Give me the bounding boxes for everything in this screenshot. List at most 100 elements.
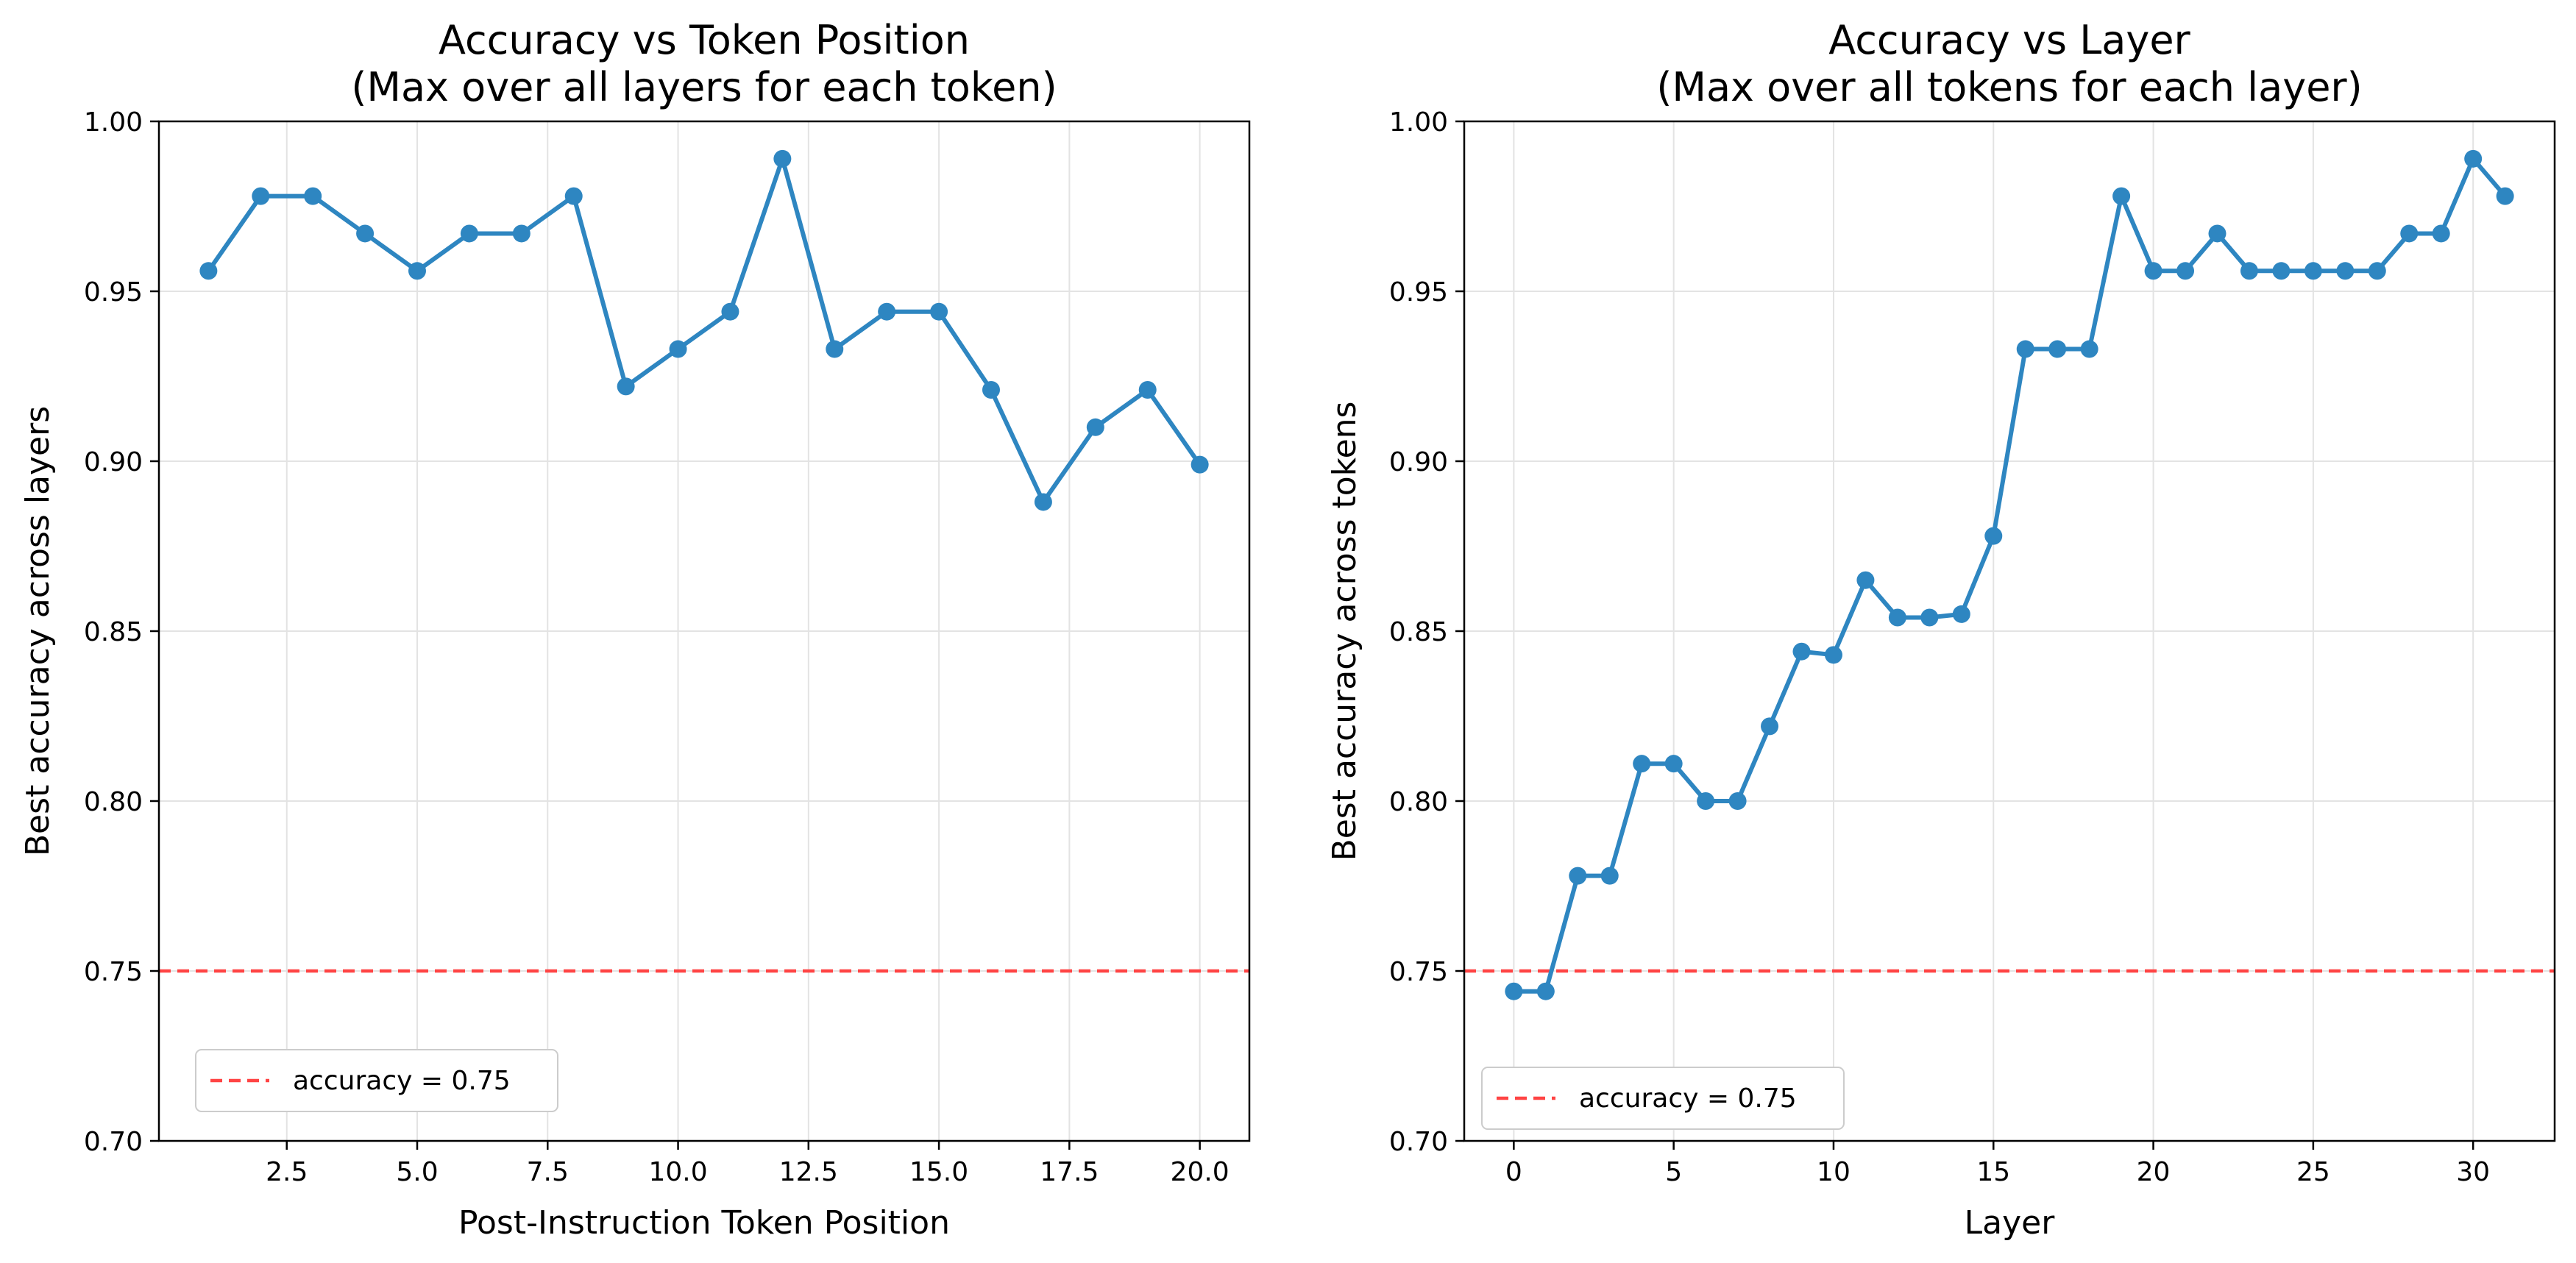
data-point xyxy=(721,302,739,321)
axis-ticks: 2.5 5.0 7.5 10.0 12.5 15.0 17.5 20.0 0.70 0.75 0.8… xyxy=(84,107,1230,1187)
data-point xyxy=(1600,867,1619,885)
data-point xyxy=(1697,792,1715,810)
y-tick-label: 0.85 xyxy=(1389,617,1448,647)
y-tick-label: 0.80 xyxy=(1389,787,1448,817)
data-point xyxy=(1505,982,1523,1000)
data-point xyxy=(1086,418,1104,436)
data-point xyxy=(2368,262,2386,280)
series-path xyxy=(1514,156,2507,994)
data-point xyxy=(1920,608,1939,627)
y-tick-label: 0.95 xyxy=(84,277,143,307)
x-tick-label: 25 xyxy=(2296,1157,2330,1187)
data-point xyxy=(617,377,635,396)
data-point xyxy=(356,224,375,243)
x-tick-label: 2.5 xyxy=(266,1157,308,1187)
y-axis-label: Best accuracy across tokens xyxy=(1326,402,1363,861)
data-point xyxy=(2400,224,2419,243)
chart-token-position: Accuracy vs Token Position (Max over all… xyxy=(19,17,1251,1242)
x-tick-label: 5.0 xyxy=(396,1157,438,1187)
x-axis-label: Layer xyxy=(1965,1204,2056,1242)
y-tick-label: 0.95 xyxy=(1389,277,1448,307)
chart-layer: Accuracy vs Layer (Max over all tokens f… xyxy=(1326,17,2556,1242)
data-point xyxy=(199,262,218,280)
data-point xyxy=(304,187,322,205)
data-point xyxy=(1664,755,1683,773)
chart-subtitle: (Max over all tokens for each layer) xyxy=(1656,64,2362,110)
data-point xyxy=(460,224,478,243)
y-tick-label: 0.70 xyxy=(84,1127,143,1157)
x-tick-label: 15.0 xyxy=(909,1157,968,1187)
data-point xyxy=(878,302,896,321)
data-point xyxy=(1138,380,1157,399)
series-line xyxy=(206,156,1202,505)
grid xyxy=(159,121,1249,1142)
y-tick-label: 0.90 xyxy=(1389,447,1448,477)
data-point xyxy=(1888,608,1906,627)
data-point xyxy=(1952,605,1970,623)
x-tick-label: 20.0 xyxy=(1171,1157,1230,1187)
data-points xyxy=(1505,149,2514,1000)
data-point xyxy=(2432,224,2450,243)
x-tick-label: 17.5 xyxy=(1040,1157,1099,1187)
data-point xyxy=(1792,642,1811,661)
series-path xyxy=(206,156,1202,505)
data-point xyxy=(252,187,270,205)
axis-ticks: 0 5 10 15 20 25 30 0.70 0.75 0.80 0.85 0.90 0.95 1.00 xyxy=(1389,107,2490,1187)
data-point xyxy=(2464,149,2483,168)
x-tick-label: 0 xyxy=(1505,1157,1522,1187)
y-axis-label: Best accuracy across layers xyxy=(19,406,57,856)
data-point xyxy=(2336,262,2355,280)
data-point xyxy=(982,380,1000,399)
chart-subtitle: (Max over all layers for each token) xyxy=(351,64,1057,110)
data-point xyxy=(512,224,531,243)
data-point xyxy=(564,187,583,205)
x-tick-label: 12.5 xyxy=(779,1157,838,1187)
x-tick-label: 7.5 xyxy=(527,1157,569,1187)
y-tick-label: 0.75 xyxy=(84,957,143,987)
x-tick-label: 10.0 xyxy=(648,1157,707,1187)
y-tick-label: 1.00 xyxy=(1389,107,1448,138)
data-point xyxy=(1569,867,1587,885)
data-point xyxy=(1856,571,1875,589)
x-tick-label: 30 xyxy=(2456,1157,2490,1187)
legend: accuracy = 0.75 xyxy=(1481,1067,1845,1130)
data-point xyxy=(930,302,948,321)
x-tick-label: 20 xyxy=(2137,1157,2171,1187)
data-point xyxy=(773,149,792,168)
chart-title: Accuracy vs Layer xyxy=(1828,17,2190,63)
y-tick-label: 0.85 xyxy=(84,617,143,647)
data-point xyxy=(2048,340,2067,358)
data-point xyxy=(1984,527,2003,545)
data-point xyxy=(826,340,844,358)
data-point xyxy=(2112,187,2131,205)
y-tick-label: 0.75 xyxy=(1389,957,1448,987)
data-point xyxy=(669,340,687,358)
data-point xyxy=(1633,755,1651,773)
grid xyxy=(1464,121,2555,1142)
data-point xyxy=(2208,224,2226,243)
data-point xyxy=(2176,262,2195,280)
legend-box xyxy=(195,1049,558,1112)
data-point xyxy=(2016,340,2034,358)
x-tick-label: 10 xyxy=(1817,1157,1851,1187)
data-point xyxy=(408,262,426,280)
data-point xyxy=(2240,262,2258,280)
data-point xyxy=(2144,262,2162,280)
legend: accuracy = 0.75 xyxy=(195,1049,558,1112)
data-point xyxy=(1191,455,1209,474)
data-point xyxy=(1728,792,1747,810)
data-point xyxy=(1536,982,1555,1000)
data-point xyxy=(2304,262,2322,280)
x-tick-label: 5 xyxy=(1665,1157,1682,1187)
legend-label: accuracy = 0.75 xyxy=(1579,1084,1797,1114)
data-point xyxy=(2496,187,2514,205)
legend-label: accuracy = 0.75 xyxy=(293,1066,511,1096)
data-point xyxy=(1824,646,1842,664)
y-tick-label: 0.80 xyxy=(84,787,143,817)
data-point xyxy=(1761,717,1779,736)
data-point xyxy=(2272,262,2291,280)
y-tick-label: 0.70 xyxy=(1389,1127,1448,1157)
x-axis-label: Post-Instruction Token Position xyxy=(458,1204,950,1242)
series-line xyxy=(1514,156,2507,994)
